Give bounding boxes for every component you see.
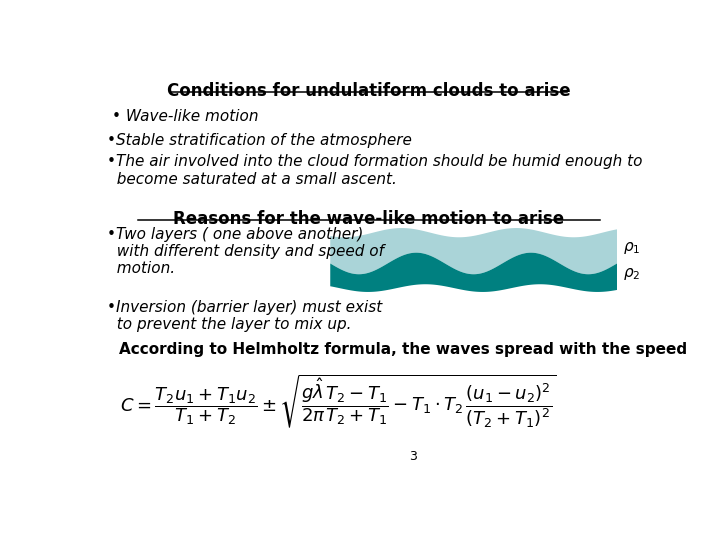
Text: Reasons for the wave-like motion to arise: Reasons for the wave-like motion to aris… [174,210,564,227]
Polygon shape [330,253,617,292]
Text: $\rho_1$: $\rho_1$ [624,240,641,256]
Text: • Wave-like motion: • Wave-like motion [112,110,258,124]
Text: •The air involved into the cloud formation should be humid enough to
  become sa: •The air involved into the cloud formati… [107,154,642,186]
Text: •Inversion (barrier layer) must exist
  to prevent the layer to mix up.: •Inversion (barrier layer) must exist to… [107,300,382,332]
Text: $C = \dfrac{T_2 u_1 + T_1 u_2}{T_1 + T_2} \pm \sqrt{\dfrac{g\hat{\lambda}}{2\pi}: $C = \dfrac{T_2 u_1 + T_1 u_2}{T_1 + T_2… [120,373,557,430]
Text: $3$: $3$ [410,450,418,463]
Text: •Stable stratification of the atmosphere: •Stable stratification of the atmosphere [107,132,412,147]
Text: According to Helmholtz formula, the waves spread with the speed: According to Helmholtz formula, the wave… [120,342,688,357]
Text: $\rho_2$: $\rho_2$ [624,266,641,282]
Polygon shape [330,228,617,274]
Text: Conditions for undulatiform clouds to arise: Conditions for undulatiform clouds to ar… [167,82,571,100]
Text: •Two layers ( one above another)
  with different density and speed of
  motion.: •Two layers ( one above another) with di… [107,226,384,276]
